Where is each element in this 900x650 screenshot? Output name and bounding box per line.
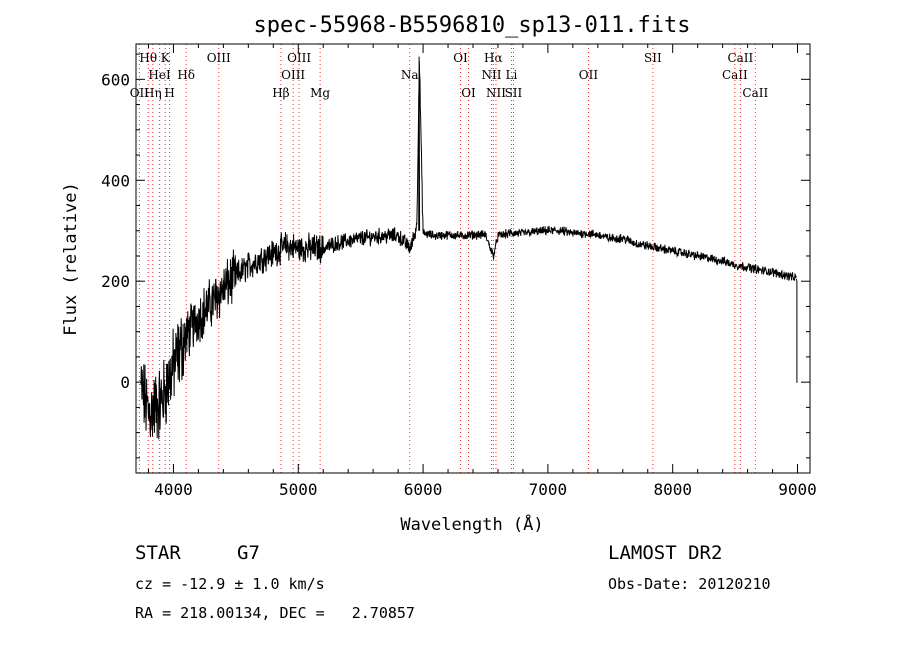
spectral-line-label: CaII bbox=[742, 86, 768, 100]
survey-name: LAMOST DR2 bbox=[608, 542, 723, 564]
x-tick-label: 8000 bbox=[653, 480, 692, 499]
chart-title: spec-55968-B5596810_sp13-011.fits bbox=[253, 13, 690, 38]
obs-date: Obs-Date: 20120210 bbox=[608, 575, 771, 593]
spectral-line-label: Mg bbox=[310, 86, 330, 100]
x-tick-label: 6000 bbox=[404, 480, 443, 499]
y-tick-label: 0 bbox=[120, 373, 130, 392]
spectral-line-label: NII bbox=[481, 68, 501, 82]
x-axis-label: Wavelength (Å) bbox=[400, 513, 543, 535]
series-group bbox=[140, 56, 798, 440]
spectral-line-label: Na bbox=[401, 68, 419, 82]
y-axis-label: Flux (relative) bbox=[61, 182, 81, 336]
spectral-line-label: CaII bbox=[722, 68, 748, 82]
spectral-line-label: K bbox=[161, 51, 171, 65]
redshift-velocity: cz = -12.9 ± 1.0 km/s bbox=[135, 575, 325, 593]
object-type: STAR bbox=[135, 542, 181, 564]
spectral-line-label: CaII bbox=[727, 51, 753, 65]
spectrum-line bbox=[140, 56, 798, 440]
coordinates: RA = 218.00134, DEC = 2.70857 bbox=[135, 604, 415, 622]
spectral-line-label: Hδ bbox=[177, 68, 195, 82]
axes: 4000 5000 6000 7000 8000 9000 0 200 400 600 bbox=[101, 43, 817, 499]
spectral-line-label: OI bbox=[453, 51, 468, 65]
spectral-line-label: OI bbox=[461, 86, 476, 100]
spectral-line-label: SII bbox=[505, 86, 523, 100]
spectral-line-label: Hθ bbox=[139, 51, 157, 65]
spectral-line-label: OIII bbox=[287, 51, 311, 65]
spectral-line-label: OIII bbox=[281, 68, 305, 82]
spectral-subclass: G7 bbox=[237, 542, 260, 564]
spectral-line-label: Hα bbox=[484, 51, 503, 65]
spectral-line-label: OII bbox=[579, 68, 599, 82]
x-tick-label: 9000 bbox=[778, 480, 817, 499]
x-tick-label: 5000 bbox=[279, 480, 318, 499]
x-tick-label: 4000 bbox=[154, 480, 193, 499]
spectral-line-label: H bbox=[164, 86, 174, 100]
x-tick-label: 7000 bbox=[529, 480, 568, 499]
spectral-line-label: Hη bbox=[144, 86, 162, 100]
spectral-line-label: Li bbox=[506, 68, 518, 82]
y-tick-label: 200 bbox=[101, 272, 130, 291]
spectral-line-label: SII bbox=[644, 51, 662, 65]
y-tick-label: 600 bbox=[101, 70, 130, 89]
y-tick-label: 400 bbox=[101, 171, 130, 190]
spectral-line-label: OII bbox=[130, 86, 150, 100]
spectral-line-label: OIII bbox=[207, 51, 231, 65]
spectral-line-label: Hβ bbox=[272, 86, 289, 100]
spectral-line-label: NII bbox=[486, 86, 506, 100]
spectral-line-label: HeI bbox=[148, 68, 171, 82]
